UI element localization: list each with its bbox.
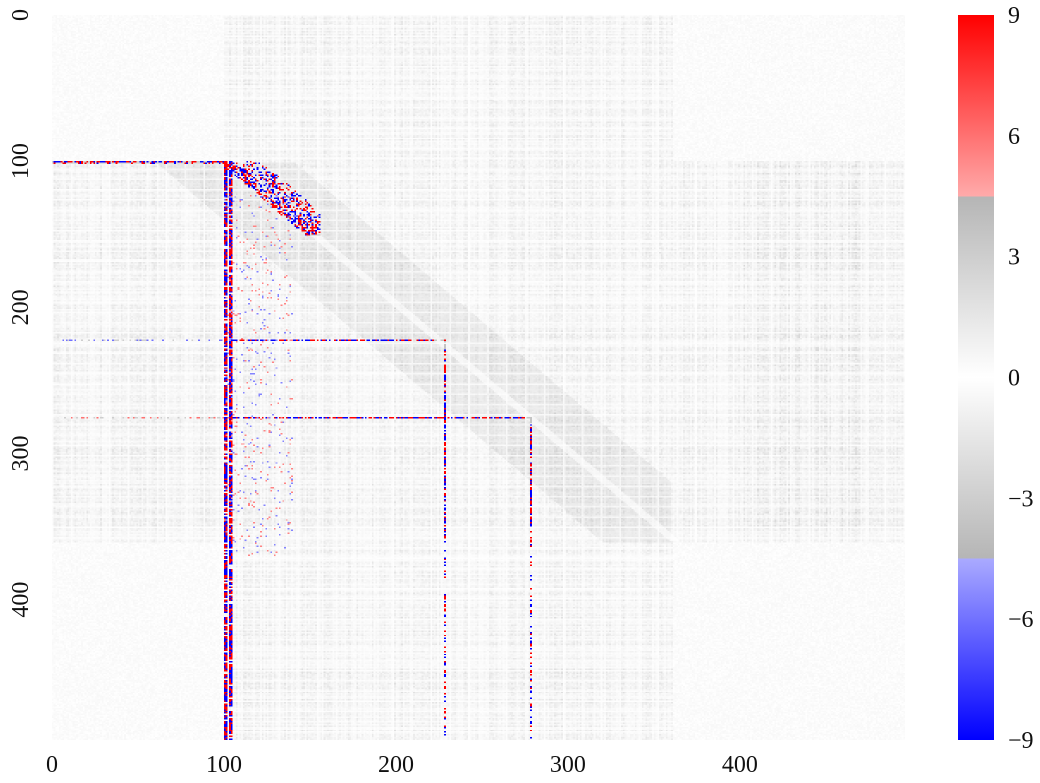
colorbar-tick-label: −6	[1008, 607, 1034, 633]
y-tick-label: 200	[8, 289, 34, 325]
heatmap-cells	[52, 15, 905, 740]
colorbar-tick-label: 3	[1008, 245, 1020, 271]
colorbar-axis: 9 6 3 0 −3 −6 −9	[1008, 3, 1034, 754]
x-tick-label: 100	[206, 752, 242, 778]
colorbar-tick-label: −3	[1008, 486, 1034, 512]
colorbar-tick-label: 0	[1008, 366, 1020, 392]
y-tick-label: 0	[8, 9, 34, 21]
y-tick-label: 300	[8, 436, 34, 472]
colorbar-tick-label: 6	[1008, 124, 1020, 150]
y-tick-label: 100	[8, 143, 34, 179]
y-tick-label: 400	[8, 582, 34, 618]
x-tick-label: 0	[46, 752, 58, 778]
heatmap-plot-area	[52, 15, 905, 740]
x-tick-label: 300	[550, 752, 586, 778]
colorbar-gradient	[958, 15, 994, 740]
y-axis: 0 100 200 300 400	[8, 9, 34, 618]
colorbar	[958, 15, 994, 740]
colorbar-tick-label: −9	[1008, 728, 1034, 754]
x-tick-label: 400	[722, 752, 758, 778]
x-tick-label: 200	[378, 752, 414, 778]
x-axis: 0 100 200 300 400	[46, 752, 758, 778]
colorbar-tick-label: 9	[1008, 3, 1020, 29]
